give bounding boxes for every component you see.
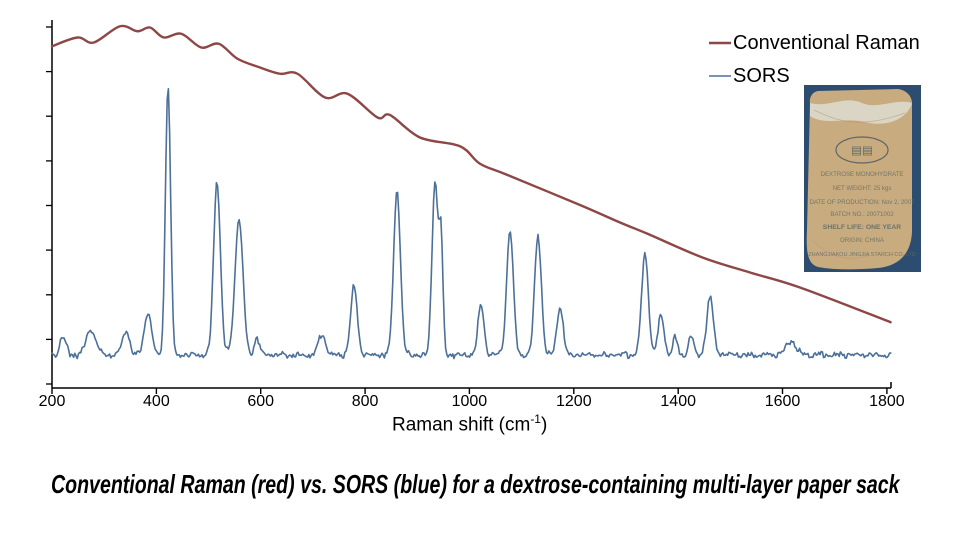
svg-text:DATE OF PRODUCTION: Nov 2, 200: DATE OF PRODUCTION: Nov 2, 2007 (810, 199, 915, 206)
svg-text:BATCH NO.: 20071002: BATCH NO.: 20071002 (830, 211, 894, 218)
svg-text:SHELF LIFE: ONE YEAR: SHELF LIFE: ONE YEAR (823, 224, 902, 231)
svg-text:ZHANGJIAKOU JINGJIA STARCH CO.: ZHANGJIAKOU JINGJIA STARCH CO.,LTD (808, 252, 915, 258)
svg-text:NET WEIGHT: 25 kgs: NET WEIGHT: 25 kgs (833, 185, 892, 192)
svg-text:DEXTROSE MONOHYDRATE: DEXTROSE MONOHYDRATE (821, 171, 904, 178)
svg-text:ORIGIN: CHINA: ORIGIN: CHINA (840, 237, 885, 244)
svg-text:▤▤: ▤▤ (851, 145, 873, 157)
